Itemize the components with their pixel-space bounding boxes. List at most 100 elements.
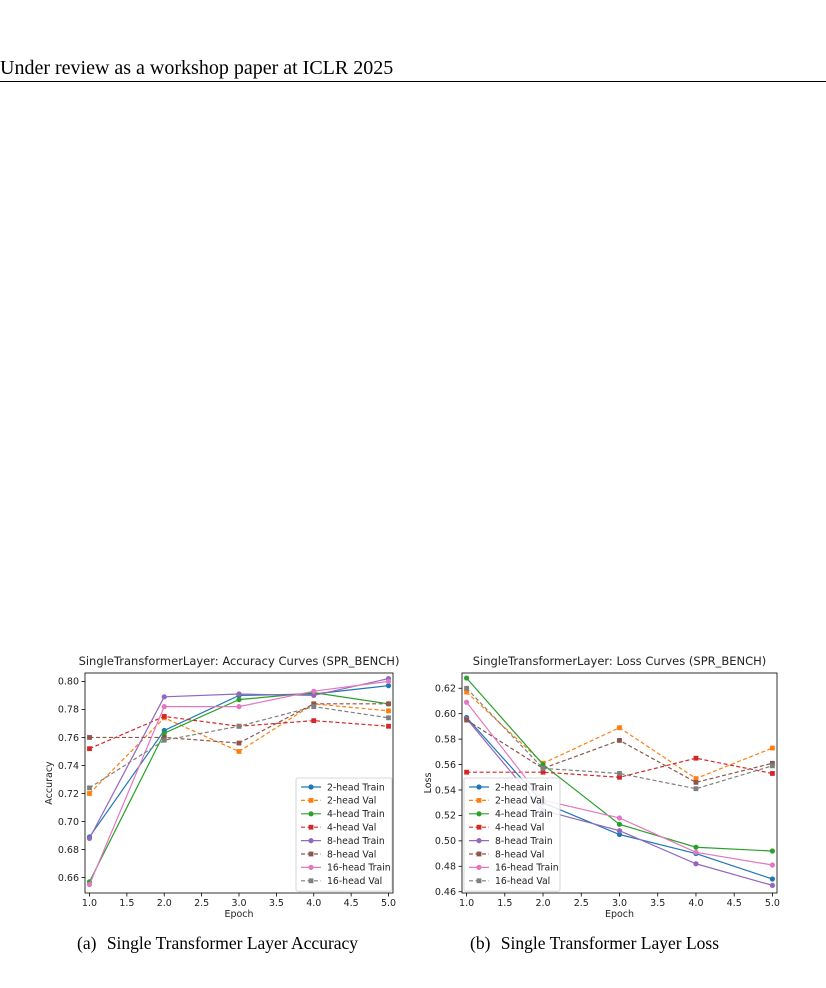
data-point [769,848,776,854]
data-point [87,791,92,796]
loss-chart: SingleTransformerLayer: Loss Curves (SPR… [423,654,780,920]
data-point [311,688,317,694]
legend-label: 8-head Val [327,849,376,860]
x-tick-label: 3.5 [269,898,284,909]
data-point [386,708,391,714]
legend-label: 16-head Val [495,876,550,887]
data-point [87,735,92,740]
data-point [161,737,167,743]
y-tick-label: 0.54 [435,785,456,796]
data-point [161,714,167,719]
data-point [311,718,317,724]
y-axis-label: Accuracy [44,761,55,805]
legend-marker [308,798,314,803]
y-tick-label: 0.50 [435,836,456,847]
data-point [540,761,546,768]
x-tick-label: 4.0 [688,898,703,909]
data-point [770,745,775,751]
legend-marker [308,838,314,844]
data-point [693,849,699,855]
legend-label: 4-head Train [327,809,385,820]
legend-label: 16-head Train [495,863,559,874]
data-point [236,740,242,746]
y-tick-label: 0.56 [435,760,456,771]
series-line [89,706,389,789]
legend-label: 16-head Train [327,863,391,874]
y-tick-label: 0.48 [435,862,456,873]
x-tick-label: 2.0 [157,898,172,909]
data-point [769,876,776,882]
legend-marker [476,864,482,871]
chart-title: SingleTransformerLayer: Accuracy Curves … [79,654,400,668]
data-point [463,675,470,681]
data-point [617,774,622,780]
y-tick-label: 0.60 [435,709,456,720]
x-axis-label: Epoch [605,909,634,920]
y-tick-label: 0.70 [58,817,79,828]
y-tick-label: 0.72 [58,789,79,800]
y-tick-label: 0.46 [435,887,456,898]
legend-label: 4-head Val [327,823,376,834]
data-point [87,746,92,752]
caption-b: (b) Single Transformer Layer Loss [470,932,719,954]
data-point [464,769,469,775]
x-tick-label: 4.5 [344,898,359,909]
legend-marker [308,864,314,871]
series-line [89,703,389,794]
y-tick-label: 0.76 [58,733,79,744]
legend-marker [476,784,482,790]
series-8-head-val [87,701,391,746]
series-8-head-train [86,676,392,841]
legend-marker [476,798,482,803]
data-point [693,844,699,850]
chart-title: SingleTransformerLayer: Loss Curves (SPR… [473,654,767,668]
data-point [463,699,470,705]
series-16-head-train [86,678,392,888]
data-point [311,701,317,707]
y-tick-label: 0.62 [435,684,456,695]
data-point [311,692,317,699]
data-point [236,704,242,710]
header-rule [0,81,826,82]
data-point [617,771,622,776]
x-tick-label: 3.0 [612,898,627,909]
series-16-head-val [87,704,391,791]
data-point [617,725,622,731]
data-point [616,831,623,838]
legend-label: 2-head Val [327,796,376,807]
data-point [161,730,167,736]
data-point [616,821,623,827]
y-tick-label: 0.66 [58,873,79,884]
legend-label: 4-head Train [495,809,553,820]
x-axis-label: Epoch [224,909,253,920]
data-point [769,862,776,868]
data-point [464,685,469,691]
legend-marker [308,811,314,817]
legend-marker [476,824,482,830]
legend-box [295,777,393,892]
legend-label: 8-head Train [495,836,553,847]
x-tick-label: 2.0 [535,898,550,909]
series-4-head-val [87,714,391,752]
legend-marker [308,824,314,830]
data-point [540,769,546,775]
x-tick-label: 1.5 [119,898,134,909]
data-point [161,704,167,710]
legend-marker [308,851,314,857]
y-tick-label: 0.74 [58,761,79,772]
legend-label: 2-head Train [495,782,553,793]
data-point [386,723,391,729]
caption-b-text: Single Transformer Layer Loss [500,933,720,953]
x-tick-label: 3.5 [650,898,665,909]
legend-label: 16-head Val [327,876,382,887]
x-tick-label: 5.0 [765,898,780,909]
caption-a-text: Single Transformer Layer Accuracy [106,933,359,953]
data-point [693,776,699,781]
data-point [616,828,623,834]
x-tick-label: 4.5 [727,898,742,909]
data-point [769,882,776,888]
legend-label: 2-head Train [327,782,385,793]
data-point [693,755,699,761]
x-tick-label: 1.5 [497,898,512,909]
series-4-head-train [463,675,776,854]
